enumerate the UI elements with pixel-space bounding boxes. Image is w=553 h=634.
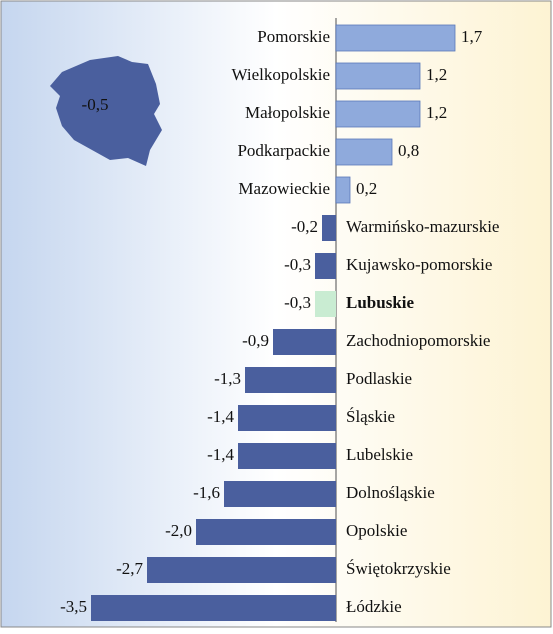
value-label: -2,0 [165,521,192,540]
category-label: Warmińsko-mazurskie [346,217,499,236]
value-label: 0,8 [398,141,419,160]
bar [91,595,336,621]
national-value: -0,5 [82,95,109,114]
value-label: -1,6 [193,483,220,502]
bar [196,519,336,545]
value-label: 1,2 [426,103,447,122]
value-label: 1,2 [426,65,447,84]
category-label: Łódzkie [346,597,402,616]
category-label: Wielkopolskie [232,65,330,84]
category-label: Dolnośląskie [346,483,435,502]
value-label: -0,3 [284,293,311,312]
value-label: 1,7 [461,27,483,46]
bar [315,253,336,279]
value-label: -1,3 [214,369,241,388]
poland-map [50,56,162,166]
bar [238,443,336,469]
bar [335,62,421,90]
category-label: Mazowieckie [238,179,330,198]
bar [224,481,336,507]
bar [238,405,336,431]
value-label: 0,2 [356,179,377,198]
category-label: Lubelskie [346,445,413,464]
category-label: Pomorskie [257,27,330,46]
value-label: -1,4 [207,445,234,464]
category-label: Kujawsko-pomorskie [346,255,492,274]
bar [322,215,336,241]
category-label: Małopolskie [245,103,330,122]
bar [335,138,393,166]
category-label: Zachodniopomorskie [346,331,490,350]
category-label: Świętokrzyskie [346,559,451,578]
value-label: -0,2 [291,217,318,236]
value-label: -0,9 [242,331,269,350]
bar [273,329,336,355]
value-label: -1,4 [207,407,234,426]
category-label: Śląskie [346,407,395,426]
value-label: -3,5 [60,597,87,616]
value-label: -0,3 [284,255,311,274]
category-label: Podlaskie [346,369,412,388]
category-label: Opolskie [346,521,407,540]
value-label: -2,7 [116,559,143,578]
bar [315,291,336,317]
bar [335,24,456,52]
category-label: Podkarpackie [237,141,330,160]
category-label: Lubuskie [346,293,414,312]
bar [245,367,336,393]
bar [147,557,336,583]
bar [335,100,421,128]
bar [335,176,351,204]
